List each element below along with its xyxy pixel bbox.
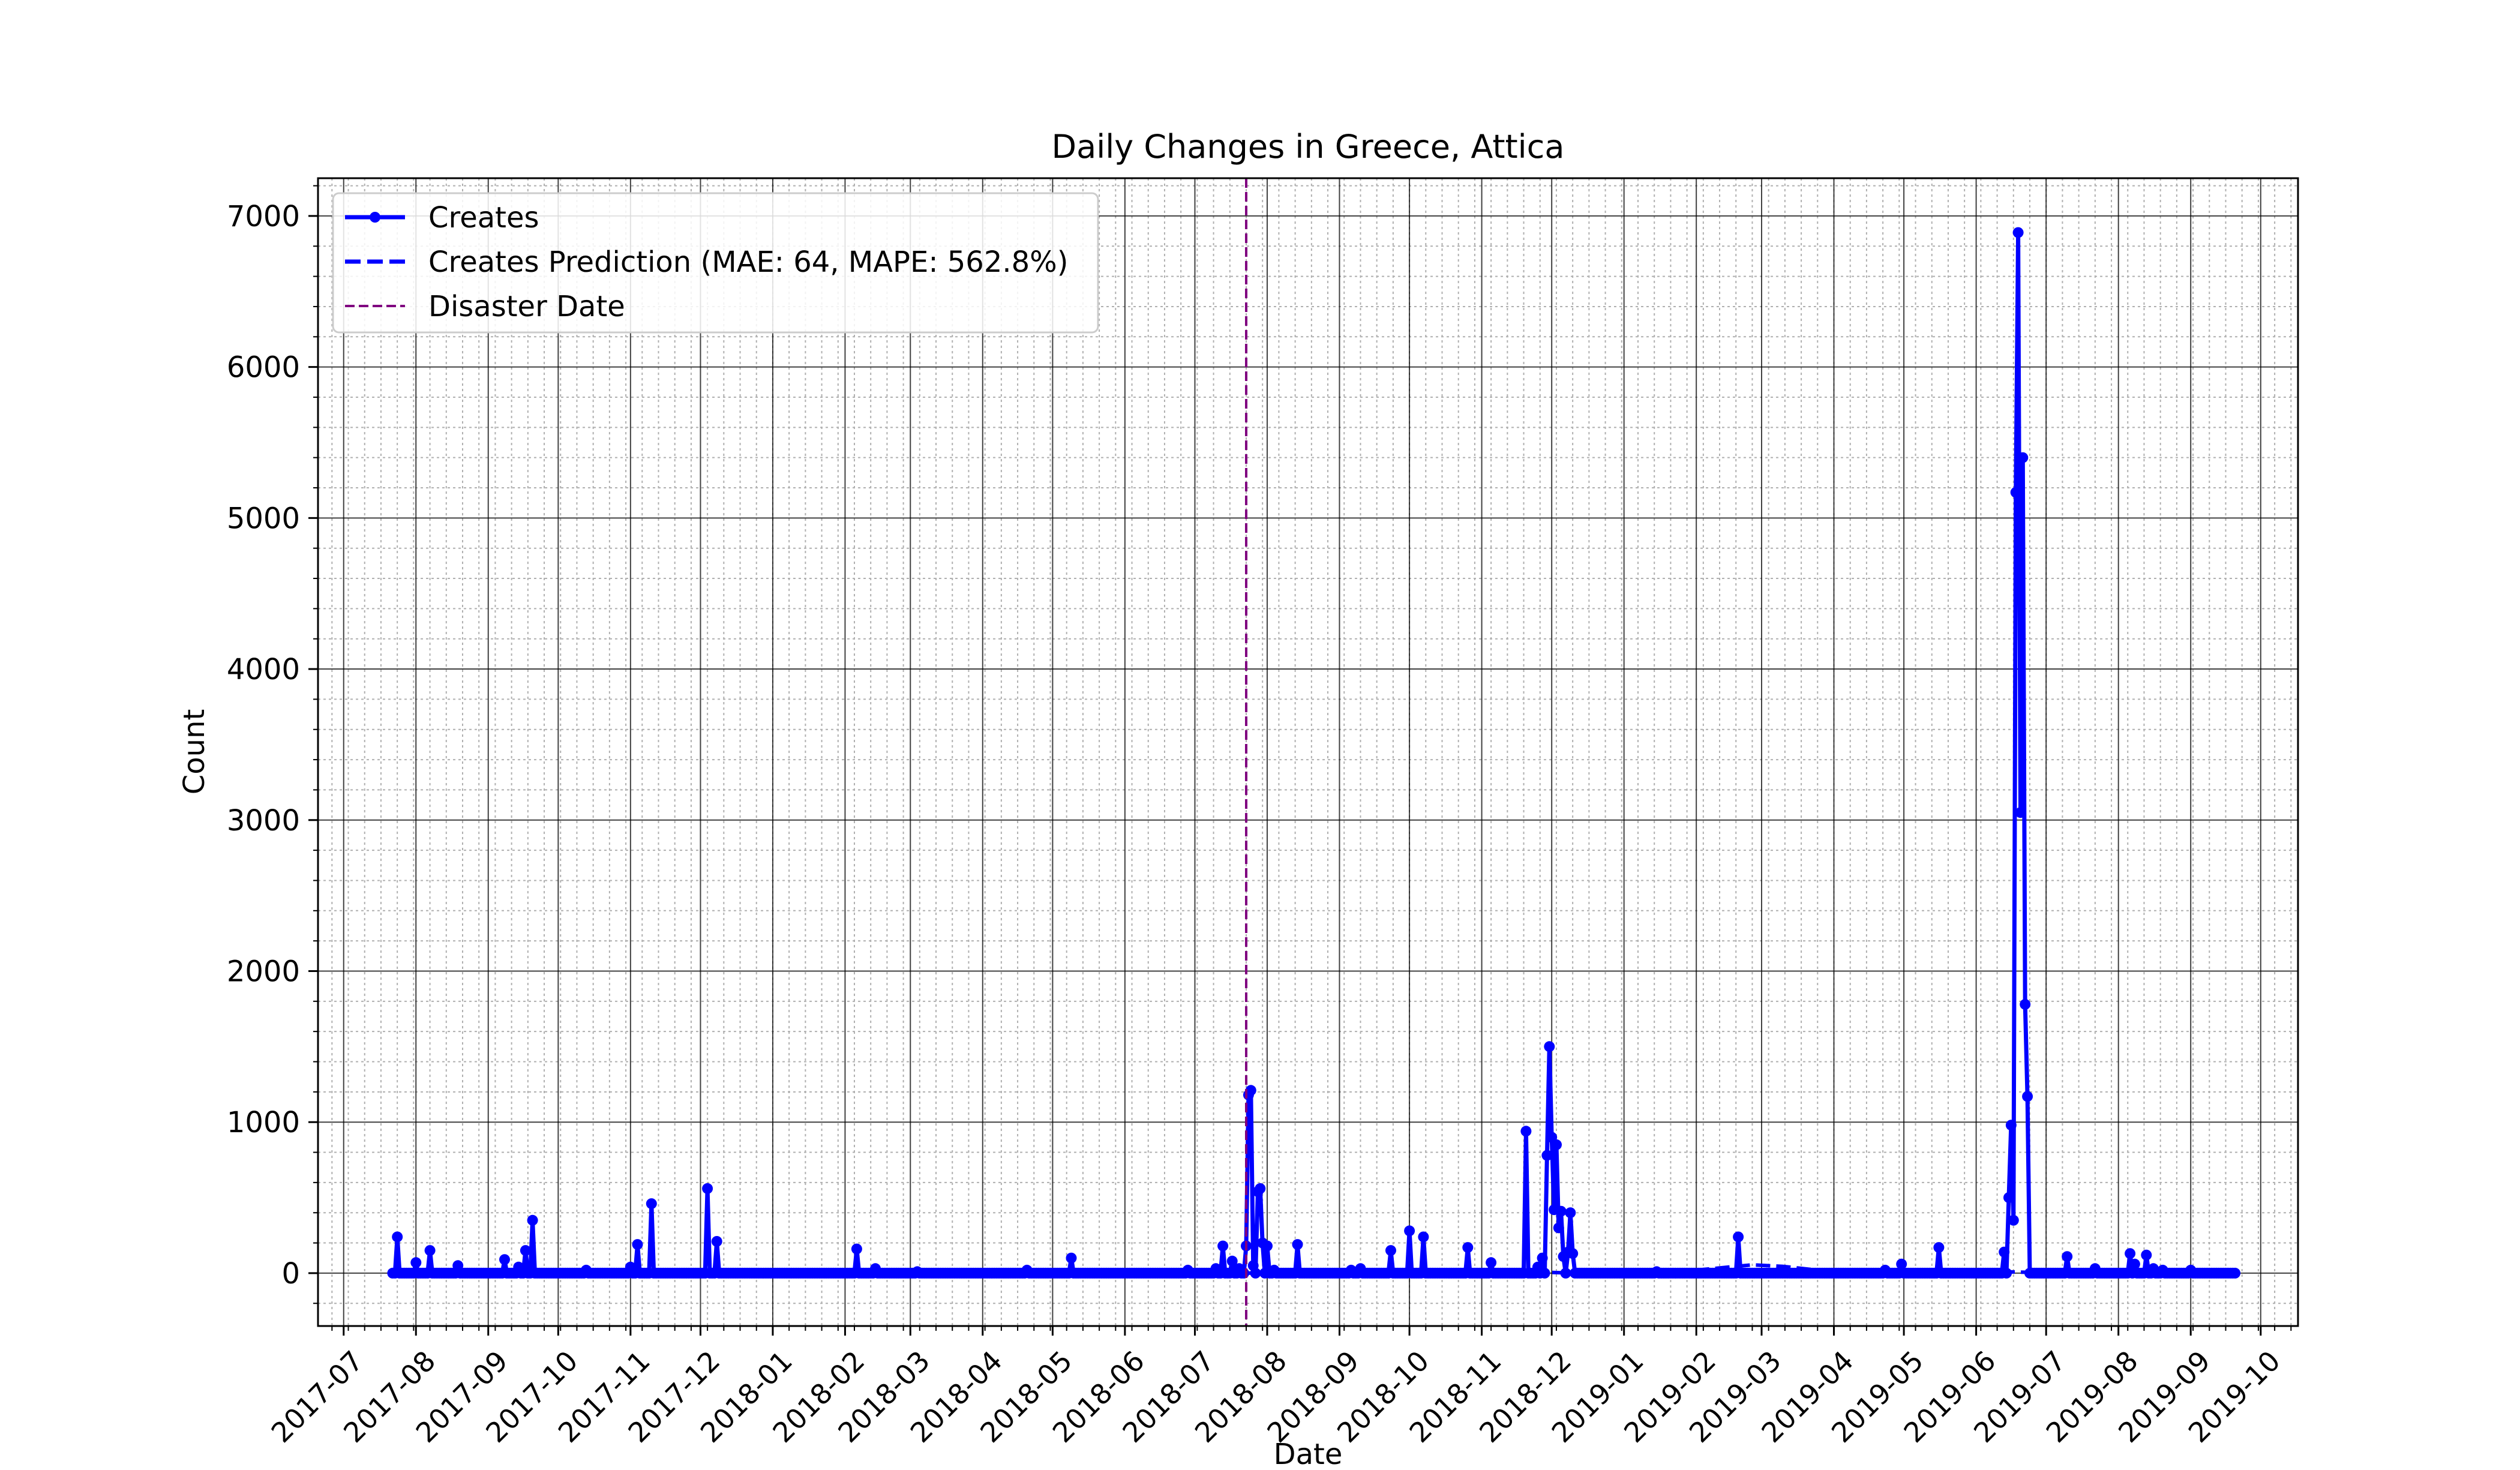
creates-point <box>1733 1231 1744 1243</box>
creates-point <box>632 1239 643 1250</box>
creates-point <box>1999 1246 2010 1258</box>
creates-point <box>1537 1252 1548 1264</box>
creates-point <box>1292 1239 1303 1250</box>
creates-point <box>1462 1242 1474 1253</box>
creates-point <box>1385 1245 1396 1256</box>
creates-point <box>1896 1258 1907 1270</box>
legend-creates-marker <box>370 212 380 223</box>
chart-title: Daily Changes in Greece, Attica <box>1052 128 1565 166</box>
creates-point <box>1565 1207 1576 1219</box>
y-axis-label: Count <box>178 709 211 795</box>
creates-point <box>2022 1091 2033 1102</box>
y-tick-label: 7000 <box>227 200 300 233</box>
creates-point <box>2012 227 2024 238</box>
creates-point <box>2010 487 2021 498</box>
creates-point <box>2001 1267 2012 1279</box>
creates-point <box>2125 1248 2136 1259</box>
y-tick-label: 3000 <box>227 804 300 838</box>
y-tick-label: 2000 <box>227 955 300 988</box>
creates-point <box>711 1236 722 1247</box>
legend-disaster-label: Disaster Date <box>428 290 625 323</box>
creates-point <box>851 1243 862 1255</box>
creates-point <box>2141 1249 2152 1261</box>
creates-point <box>424 1245 436 1256</box>
legend-creates-label: Creates <box>428 201 539 235</box>
creates-point <box>1544 1041 1555 1052</box>
creates-point <box>1245 1085 1256 1096</box>
creates-point <box>1066 1252 1077 1264</box>
legend-prediction-label: Creates Prediction (MAE: 64, MAPE: 562.8… <box>428 245 1069 279</box>
creates-point <box>2017 452 2029 463</box>
creates-point <box>1255 1183 1266 1194</box>
creates-point <box>2062 1251 2073 1262</box>
creates-point <box>1551 1139 1562 1150</box>
creates-point <box>1539 1267 1550 1279</box>
creates-point <box>527 1214 538 1226</box>
legend-box <box>332 192 1099 334</box>
y-axis: 0 1000 2000 3000 4000 5000 6000 7000 <box>227 185 318 1304</box>
major-grid <box>318 178 2298 1326</box>
creates-point <box>1486 1257 1497 1268</box>
plot-area-frame <box>317 177 2299 1327</box>
creates-point <box>1567 1248 1579 1259</box>
legend: Creates Creates Prediction (MAE: 64, MAP… <box>332 192 1099 334</box>
creates-point <box>1520 1126 1532 1137</box>
creates-point <box>2008 1214 2019 1226</box>
creates-point <box>2230 1267 2241 1279</box>
creates-point <box>499 1254 510 1265</box>
creates-point <box>1262 1240 1273 1252</box>
creates-point <box>1553 1222 1564 1234</box>
y-tick-label: 5000 <box>227 502 300 535</box>
creates-point <box>1418 1231 1429 1243</box>
creates-point <box>1226 1255 1238 1267</box>
creates-point <box>1217 1240 1229 1252</box>
creates-point <box>2005 1120 2017 1131</box>
creates-point <box>392 1231 403 1243</box>
creates-point <box>2015 807 2026 818</box>
creates-point <box>646 1198 657 1210</box>
creates-point <box>1238 1267 1250 1279</box>
creates-point <box>1933 1242 1945 1253</box>
creates-point <box>1560 1267 1571 1279</box>
creates-point <box>520 1245 531 1256</box>
y-tick-label: 0 <box>281 1257 300 1291</box>
creates-series <box>387 227 2241 1279</box>
y-tick-label: 6000 <box>227 351 300 385</box>
minor-grid <box>318 178 2298 1326</box>
creates-point <box>1250 1267 1261 1279</box>
creates-point <box>2003 1192 2014 1203</box>
x-axis-label: Date <box>1274 1438 1343 1470</box>
creates-point <box>1555 1205 1567 1217</box>
creates-point <box>410 1257 422 1268</box>
y-tick-label: 4000 <box>227 653 300 686</box>
creates-point <box>2129 1258 2140 1270</box>
creates-point <box>702 1183 713 1194</box>
creates-point <box>1404 1225 1415 1237</box>
creates-point <box>2020 998 2031 1010</box>
y-tick-label: 1000 <box>227 1106 300 1139</box>
creates-point <box>1541 1150 1553 1161</box>
